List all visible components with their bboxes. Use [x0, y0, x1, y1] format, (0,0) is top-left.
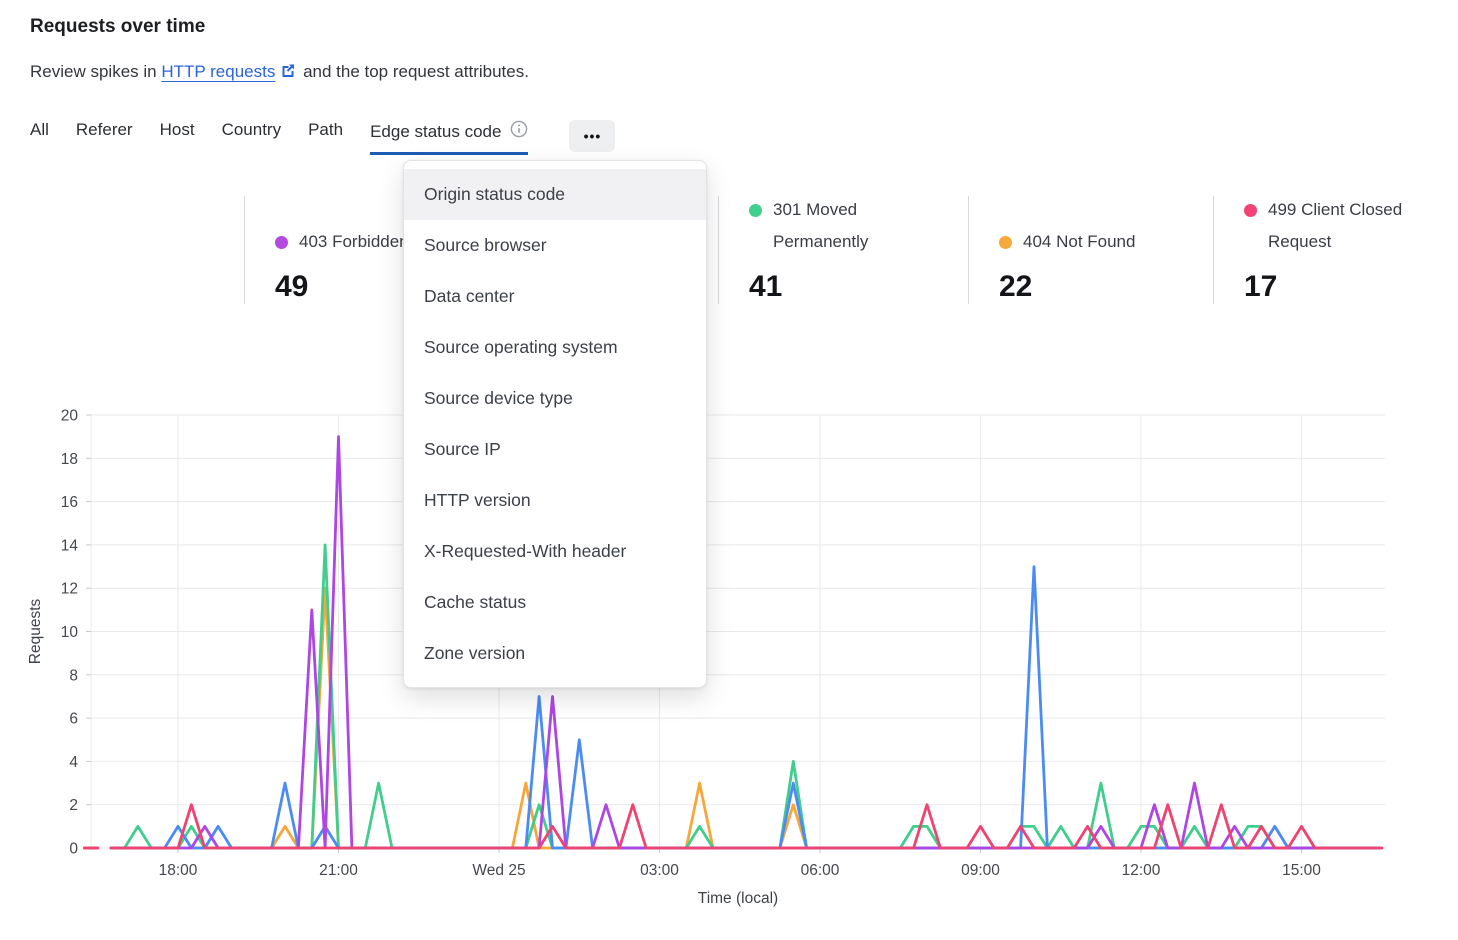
- info-icon[interactable]: [510, 120, 528, 143]
- stat-card-total: [30, 196, 244, 304]
- stats-row: 403 Forbidden 49 301 Moved Permanently 41 40…: [30, 196, 1440, 304]
- x-axis-title: Time (local): [698, 890, 778, 907]
- svg-text:2: 2: [69, 797, 78, 814]
- series-color-dot: [1244, 204, 1257, 217]
- subtitle-text-before: Review spikes in: [30, 62, 162, 81]
- stat-card-301-moved-permanently: 301 Moved Permanently 41: [718, 196, 968, 304]
- series-color-dot: [999, 236, 1012, 249]
- svg-text:16: 16: [61, 494, 78, 511]
- menu-item-x-requested-with-header[interactable]: X-Requested-With header: [424, 541, 627, 561]
- menu-item-source-device-type[interactable]: Source device type: [424, 388, 573, 408]
- svg-text:21:00: 21:00: [319, 862, 358, 879]
- svg-text:03:00: 03:00: [640, 862, 679, 879]
- menu-item-origin-status-code[interactable]: Origin status code: [404, 169, 706, 220]
- menu-item-http-version[interactable]: HTTP version: [424, 490, 531, 510]
- chart-series-lines: [82, 435, 1384, 850]
- svg-text:12:00: 12:00: [1122, 862, 1161, 879]
- subtitle-text-after: and the top request attributes.: [298, 62, 529, 81]
- svg-text:Wed 25: Wed 25: [472, 862, 525, 879]
- svg-text:4: 4: [69, 754, 78, 771]
- stat-value: 22: [999, 270, 1033, 303]
- tab-referer[interactable]: Referer: [76, 120, 133, 149]
- stat-value: 49: [275, 270, 309, 303]
- svg-text:8: 8: [69, 667, 78, 684]
- tab-label: Country: [221, 120, 282, 139]
- svg-text:10: 10: [61, 624, 79, 641]
- tab-host[interactable]: Host: [160, 120, 195, 149]
- svg-text:09:00: 09:00: [961, 862, 1000, 879]
- tab-all[interactable]: All: [30, 120, 49, 149]
- stat-value: 17: [1244, 270, 1278, 303]
- svg-text:12: 12: [61, 581, 78, 598]
- series-color-dot: [749, 204, 762, 217]
- tab-label: Host: [159, 120, 195, 139]
- more-attributes-button[interactable]: •••: [569, 120, 616, 152]
- stat-card-403-forbidden: 403 Forbidden 49: [244, 196, 485, 304]
- page-subtitle: Review spikes in HTTP requests and the t…: [30, 62, 529, 84]
- series-color-dot: [275, 236, 288, 249]
- tab-edge-status-code[interactable]: Edge status code: [370, 120, 529, 155]
- attribute-dropdown-menu: Origin status code Source browser Data cen…: [403, 160, 707, 688]
- svg-text:18: 18: [61, 451, 78, 468]
- stat-value: 41: [749, 270, 783, 303]
- svg-text:6: 6: [69, 711, 78, 728]
- stat-label: 403 Forbidden: [299, 232, 409, 251]
- axis-labels: 0 2 4 6 8 10 12 14 16 18 20 18:00 21:00 Wed 25 03:00 06…: [27, 408, 1321, 908]
- menu-item-source-operating-system[interactable]: Source operating system: [424, 337, 618, 357]
- tab-label: Edge status code: [370, 121, 502, 141]
- chart-canvas[interactable]: 0 2 4 6 8 10 12 14 16 18 20 18:00 21:00 Wed 25 03:00 06…: [0, 390, 1458, 940]
- svg-text:20: 20: [61, 408, 79, 425]
- tab-path[interactable]: Path: [308, 120, 343, 149]
- menu-item-data-center[interactable]: Data center: [424, 286, 515, 306]
- series-line-499-client-closed-request: [109, 803, 1384, 850]
- stat-card-499-client-closed-request: 499 Client Closed Request 17: [1213, 196, 1439, 304]
- external-link-icon: [280, 63, 296, 84]
- series-line-403-forbidden: [109, 435, 1384, 850]
- tab-label: All: [30, 120, 49, 139]
- tab-label: Referer: [75, 120, 133, 139]
- tab-label: Path: [308, 120, 344, 139]
- svg-text:18:00: 18:00: [159, 862, 198, 879]
- menu-item-source-ip[interactable]: Source IP: [424, 439, 501, 459]
- stat-label: 301 Moved Permanently: [773, 200, 869, 251]
- page-title: Requests over time: [30, 16, 206, 37]
- menu-item-cache-status[interactable]: Cache status: [424, 592, 527, 612]
- stat-card-404-not-found: 404 Not Found 22: [968, 196, 1213, 304]
- y-axis-title: Requests: [27, 599, 44, 665]
- stat-label: 499 Client Closed Request: [1268, 200, 1403, 251]
- tab-country[interactable]: Country: [222, 120, 282, 149]
- svg-text:0: 0: [69, 841, 78, 858]
- svg-text:06:00: 06:00: [801, 862, 840, 879]
- svg-text:14: 14: [61, 537, 79, 554]
- menu-item-source-browser[interactable]: Source browser: [424, 235, 547, 255]
- svg-text:15:00: 15:00: [1282, 862, 1321, 879]
- stat-label: 404 Not Found: [1023, 232, 1136, 251]
- menu-item-zone-version[interactable]: Zone version: [424, 643, 526, 663]
- http-requests-link[interactable]: HTTP requests: [161, 62, 276, 81]
- ellipsis-icon: •••: [583, 128, 602, 144]
- attribute-tabs: All Referer Host Country Path Edge status cod…: [30, 120, 616, 155]
- requests-over-time-chart[interactable]: 0 2 4 6 8 10 12 14 16 18 20 18:00 21:00 Wed 25 03:00 06…: [0, 390, 1458, 940]
